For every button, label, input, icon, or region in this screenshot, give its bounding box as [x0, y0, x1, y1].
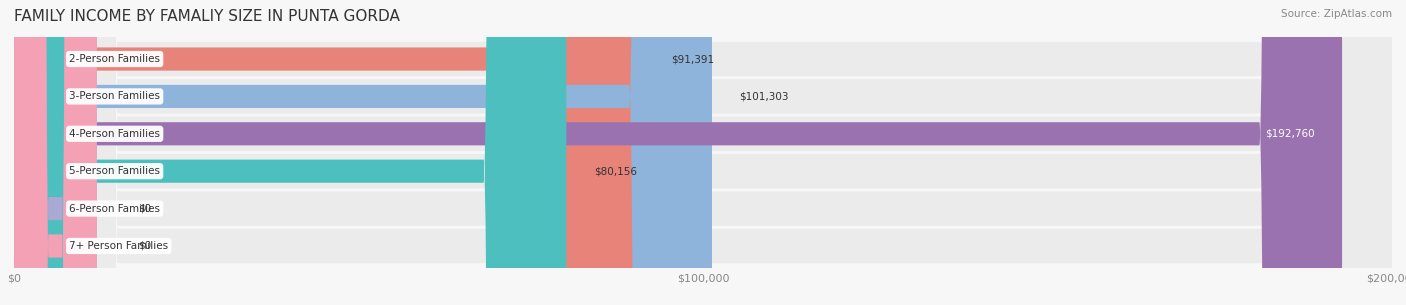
FancyBboxPatch shape — [14, 0, 97, 305]
FancyBboxPatch shape — [14, 0, 1392, 305]
Text: $101,303: $101,303 — [740, 92, 789, 102]
FancyBboxPatch shape — [14, 0, 1392, 305]
Text: $80,156: $80,156 — [593, 166, 637, 176]
FancyBboxPatch shape — [14, 0, 567, 305]
Text: $91,391: $91,391 — [671, 54, 714, 64]
Text: 4-Person Families: 4-Person Families — [69, 129, 160, 139]
Text: 6-Person Families: 6-Person Families — [69, 203, 160, 213]
Text: $0: $0 — [138, 241, 152, 251]
Text: $192,760: $192,760 — [1265, 129, 1315, 139]
FancyBboxPatch shape — [14, 0, 1392, 305]
FancyBboxPatch shape — [14, 0, 97, 305]
Text: 2-Person Families: 2-Person Families — [69, 54, 160, 64]
Text: $0: $0 — [138, 203, 152, 213]
FancyBboxPatch shape — [14, 0, 1392, 305]
FancyBboxPatch shape — [14, 0, 1392, 305]
FancyBboxPatch shape — [14, 0, 1392, 305]
Text: Source: ZipAtlas.com: Source: ZipAtlas.com — [1281, 9, 1392, 19]
Text: 5-Person Families: 5-Person Families — [69, 166, 160, 176]
FancyBboxPatch shape — [14, 0, 644, 305]
Text: 7+ Person Families: 7+ Person Families — [69, 241, 169, 251]
FancyBboxPatch shape — [14, 0, 1343, 305]
Text: 3-Person Families: 3-Person Families — [69, 92, 160, 102]
FancyBboxPatch shape — [14, 0, 711, 305]
Text: FAMILY INCOME BY FAMALIY SIZE IN PUNTA GORDA: FAMILY INCOME BY FAMALIY SIZE IN PUNTA G… — [14, 9, 399, 24]
